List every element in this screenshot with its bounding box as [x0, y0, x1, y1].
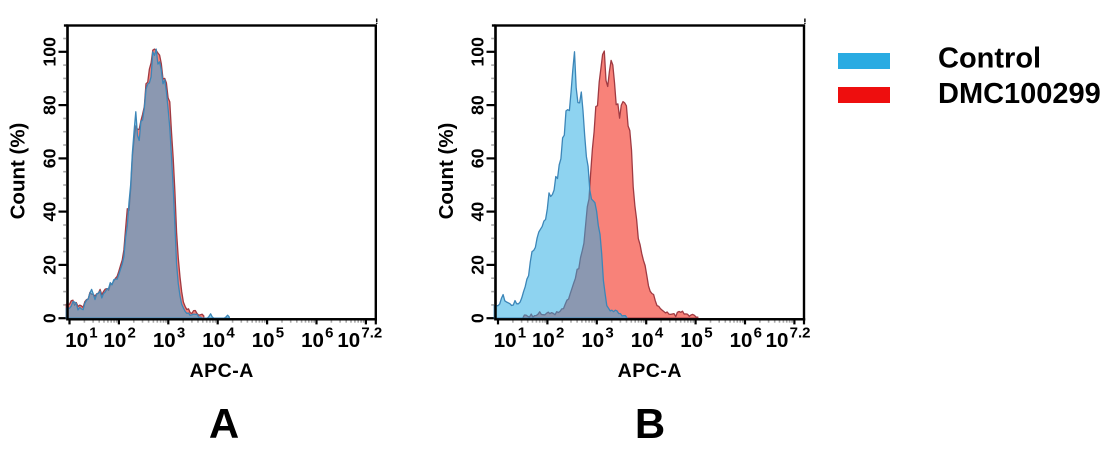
svg-text:DMC100299: DMC100299	[938, 78, 1101, 110]
svg-text:A: A	[209, 400, 239, 447]
svg-text:APC-A: APC-A	[618, 360, 682, 382]
svg-text:APC-A: APC-A	[190, 360, 254, 382]
svg-text:60: 60	[40, 148, 60, 168]
svg-text:0: 0	[40, 313, 60, 323]
svg-text:80: 80	[468, 95, 488, 115]
svg-text:80: 80	[40, 95, 60, 115]
svg-text:20: 20	[40, 255, 60, 275]
svg-text:60: 60	[468, 148, 488, 168]
svg-text:B: B	[635, 400, 665, 447]
svg-text:Count (%): Count (%)	[435, 123, 458, 220]
svg-text:Count (%): Count (%)	[7, 123, 30, 220]
svg-text:0: 0	[468, 313, 488, 323]
svg-text:Control: Control	[938, 43, 1041, 75]
svg-text:100: 100	[40, 37, 60, 67]
svg-text:106: 106	[730, 325, 762, 353]
svg-text:100: 100	[468, 37, 488, 67]
svg-text:40: 40	[468, 202, 488, 222]
svg-text:20: 20	[468, 255, 488, 275]
svg-text:40: 40	[40, 202, 60, 222]
